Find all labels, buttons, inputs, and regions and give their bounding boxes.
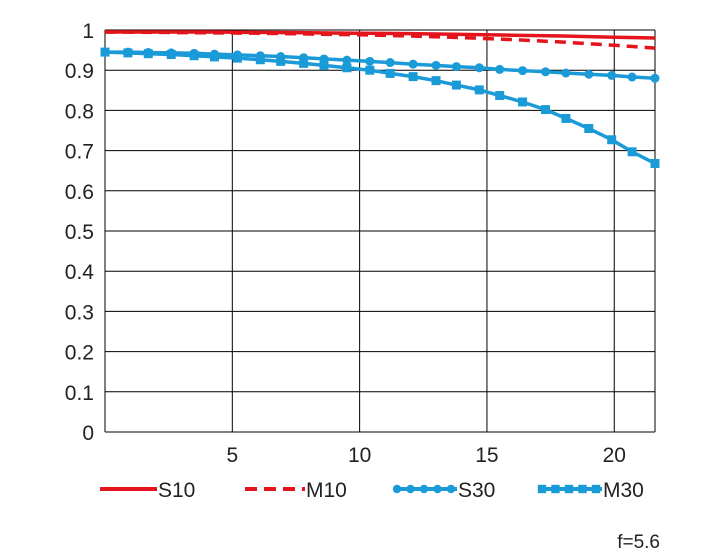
data-point [431,76,441,86]
y-tick-label: 0 [82,422,94,445]
data-point [342,55,352,65]
data-point [561,68,571,78]
data-point [650,73,660,83]
legend-marker [433,484,442,494]
data-point [408,72,418,82]
x-tick-label: 10 [348,444,371,467]
series-s10 [105,30,656,40]
data-point [451,62,461,72]
legend-marker [446,484,456,494]
y-tick-label: 0.2 [65,342,94,365]
data-point [495,91,505,101]
data-point [541,105,551,115]
series-m30 [100,47,660,168]
series-line-m30 [104,50,656,166]
data-point [627,147,637,157]
legend-item-m10: M10 [245,479,347,502]
legend-marker [564,484,574,494]
y-tick-label: 0.6 [65,181,94,204]
legend: S10 M10 S30 M30 [100,479,644,502]
aperture-annotation: f=5.6 [617,532,660,553]
data-point [518,97,528,107]
data-point [495,64,505,74]
y-tick-label: 0.5 [65,221,94,244]
y-tick-label: 0.4 [65,261,95,284]
data-point [365,56,375,66]
data-point [408,59,418,69]
legend-label: M30 [603,479,644,502]
data-point [541,67,551,77]
data-point [100,47,110,57]
data-point [189,51,199,61]
data-point [627,72,637,82]
y-tick-label: 0.9 [65,60,94,83]
legend-marker [551,484,560,494]
data-point [299,58,309,68]
series-line-s10 [105,30,656,40]
data-point [451,80,461,90]
data-point [123,48,133,58]
legend-marker [578,484,587,494]
legend-marker [419,484,429,494]
data-point [584,123,594,133]
data-point [474,63,484,73]
x-tick-label: 15 [475,444,498,467]
legend-marker [406,484,415,494]
data-point [365,65,375,75]
data-point [584,69,594,79]
data-point [232,53,242,63]
legend-marker [591,484,601,494]
y-tick-label: 1 [82,20,94,43]
data-point [385,58,395,68]
data-point [166,50,176,60]
legend-item-m30: M30 [537,479,644,502]
data-point [143,49,153,59]
y-tick-label: 0.7 [65,141,94,164]
x-tick-label: 20 [603,444,626,467]
y-tick-label: 0.1 [65,382,94,405]
data-point [650,158,660,168]
y-tick-label: 0.3 [65,301,94,324]
data-point [607,70,617,80]
legend-item-s30: S30 [392,479,495,502]
legend-marker [392,484,402,494]
data-point [385,68,395,78]
data-point [342,63,352,73]
x-axis-tick-labels: 5 10 15 20 [226,444,625,467]
y-tick-label: 0.8 [65,100,94,123]
series-s30 [100,47,660,83]
data-point [319,60,329,70]
data-point [474,85,484,95]
y-axis-tick-labels: 0 0.1 0.2 0.3 0.4 0.5 0.6 0.7 0.8 0.9 1 [65,20,95,445]
data-point [276,56,286,66]
legend-label: S30 [458,479,495,502]
legend-label: M10 [306,479,347,502]
data-point [518,66,528,76]
data-point [561,113,571,123]
legend-marker [537,484,547,494]
legend-label: S10 [158,479,195,502]
data-point [209,52,219,62]
chart-grid [104,29,656,433]
legend-item-s10: S10 [100,479,195,502]
data-point [255,55,265,65]
data-point [607,135,617,145]
data-point [431,60,441,70]
x-tick-label: 5 [226,444,238,467]
series-group [100,30,660,168]
